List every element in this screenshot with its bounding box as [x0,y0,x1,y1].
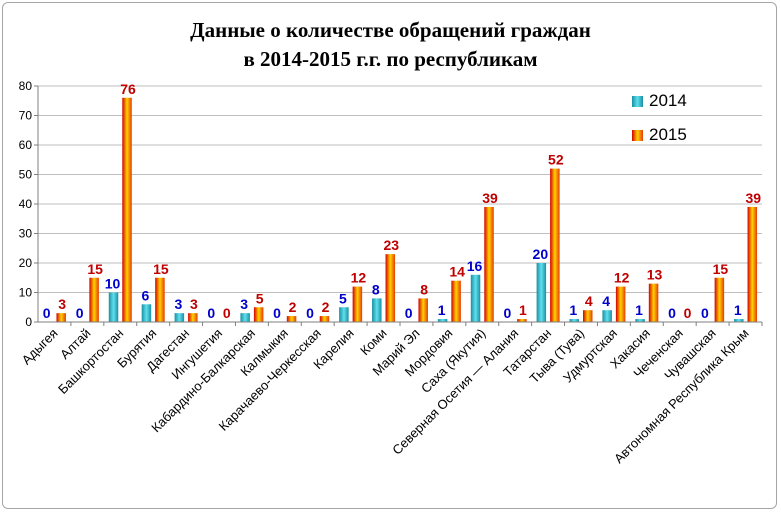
bar-2015-4 [188,313,198,322]
bar-2014-18 [635,319,645,322]
bar-2014-3 [141,304,152,322]
bar-2015-21 [747,206,758,322]
bar-2015-17 [615,286,626,322]
data-label-2014-8: 0 [306,305,314,321]
data-label-2014-19: 0 [668,305,676,321]
data-label-2015-19: 0 [684,305,692,321]
data-label-2015-14: 1 [519,302,527,318]
legend-item-2015: 2015 [632,125,687,145]
x-category-label: Адыгея [19,326,61,368]
data-label-2014-1: 0 [76,305,84,321]
data-label-2015-1: 15 [87,261,103,277]
data-label-2014-16: 1 [569,302,577,318]
data-label-2015-18: 13 [647,267,663,283]
data-label-2015-11: 8 [420,281,428,297]
bar-2015-12 [451,280,461,322]
data-label-2014-7: 0 [273,305,281,321]
data-label-2015-6: 5 [256,290,264,306]
legend-swatch-2014 [632,95,643,107]
bar-2015-9 [352,286,363,322]
data-label-2014-6: 3 [240,296,248,312]
bar-2014-13 [470,274,481,322]
y-tick-label: 40 [19,197,33,211]
legend-swatch-2015 [632,129,643,141]
data-label-2015-5: 0 [223,305,231,321]
data-label-2014-10: 8 [372,281,380,297]
legend-label-2015: 2015 [649,125,687,144]
bar-2015-3 [155,277,165,322]
y-tick-label: 10 [19,286,33,300]
data-label-2014-5: 0 [207,305,215,321]
bar-2015-0 [56,313,66,322]
bar-2015-8 [319,316,330,322]
bar-2015-11 [418,298,428,322]
data-label-2014-3: 6 [142,287,150,303]
data-label-2015-2: 76 [120,81,136,97]
data-label-2015-15: 52 [548,152,564,168]
data-label-2015-16: 4 [585,293,593,309]
data-label-2015-20: 15 [713,261,729,277]
data-label-2015-12: 14 [449,264,465,280]
data-label-2014-13: 16 [467,258,483,274]
bar-2014-21 [734,319,744,322]
bar-2014-6 [240,313,250,322]
data-label-2015-3: 15 [153,261,169,277]
bar-2014-15 [536,263,547,322]
data-label-2014-21: 1 [734,302,742,318]
bar-2014-2 [108,292,119,322]
data-label-2015-17: 12 [614,270,630,286]
data-label-2014-15: 20 [533,246,549,262]
data-label-2014-9: 5 [339,290,347,306]
data-label-2014-18: 1 [635,302,643,318]
data-label-2015-0: 3 [58,296,66,312]
bar-2014-12 [437,319,448,322]
data-label-2014-17: 4 [602,293,610,309]
y-tick-label: 70 [19,109,33,123]
bar-2015-2 [122,97,132,322]
bar-2014-16 [569,319,579,322]
bar-2015-14 [517,319,527,322]
data-label-2015-21: 39 [746,190,762,206]
y-tick-label: 80 [19,79,33,93]
y-tick-label: 30 [19,227,33,241]
data-label-2014-14: 0 [504,305,512,321]
data-label-2015-10: 23 [384,237,400,253]
bar-2015-7 [286,316,297,322]
data-label-2015-4: 3 [190,296,198,312]
data-label-2014-4: 3 [174,296,182,312]
bar-2015-20 [714,277,725,322]
bar-2015-18 [648,283,659,322]
data-label-2014-20: 0 [701,305,709,321]
data-label-2014-11: 0 [405,305,413,321]
y-tick-label: 0 [25,315,32,329]
data-label-2015-8: 2 [322,299,330,315]
chart-title-line-1: Данные о количестве обращений граждан [190,18,591,42]
data-label-2015-9: 12 [351,270,367,286]
legend-item-2014: 2014 [632,91,687,111]
legend-label-2014: 2014 [649,91,687,110]
bar-2015-1 [89,277,99,322]
y-tick-label: 60 [19,138,33,152]
bar-2015-15 [550,168,560,322]
chart-title-line-2: в 2014-2015 г.г. по республикам [243,47,538,71]
data-label-2015-13: 39 [482,190,498,206]
bar-2015-10 [385,254,396,322]
bar-2015-6 [253,307,264,322]
data-label-2014-0: 0 [43,305,51,321]
data-label-2014-2: 10 [105,276,121,292]
y-tick-label: 50 [19,168,33,182]
bar-2014-4 [174,313,185,322]
bar-2015-13 [484,206,494,322]
bar-2014-9 [339,307,349,322]
bar-2015-16 [583,310,593,322]
bar-2014-10 [372,298,382,322]
y-tick-label: 20 [19,256,33,270]
bar-2014-17 [602,310,612,322]
data-label-2014-12: 1 [438,302,446,318]
data-label-2015-7: 2 [289,299,297,315]
